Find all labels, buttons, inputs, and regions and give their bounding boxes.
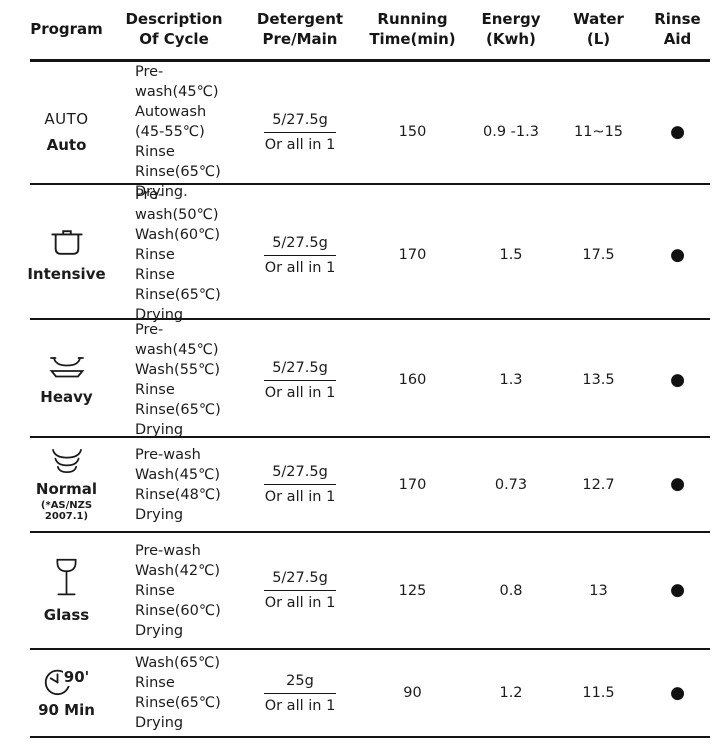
col-header-running-time: Running Time(min) [369,9,456,48]
program-standard-note: (*AS/NZS 2007.1) [40,500,93,522]
running-time-value: 125 [398,582,427,599]
rinse-aid-dot: ● [670,474,685,494]
program-label: 90 Min [38,701,95,719]
program-label: Normal [35,480,98,498]
table-header-row: Program Description Of Cycle Detergent P… [30,0,710,62]
table-row-heavy: Heavy Pre-wash(45℃) Wash(55℃) Rinse Rins… [30,320,710,438]
energy-value: 1.5 [499,247,523,263]
table-row-intensive: Intensive Pre-wash(50℃) Wash(60℃) Rinse … [27,185,710,323]
detergent-fraction: 5/27.5g Or all in 1 [264,360,336,401]
water-value: 12.7 [582,476,615,493]
detergent-amount: 5/27.5g [264,464,336,485]
detergent-cell: 5/27.5g Or all in 1 [245,185,355,325]
detergent-fraction: 5/27.5g Or all in 1 [264,112,336,153]
detergent-fraction: 5/27.5g Or all in 1 [264,570,336,611]
running-time-value: 160 [398,372,427,388]
detergent-alternative: Or all in 1 [264,489,336,505]
rinse-aid-cell: ● [645,533,710,648]
detergent-alternative: Or all in 1 [264,136,336,153]
rinse-aid-cell: ● [645,320,710,440]
rinse-aid-cell: ● [645,650,710,736]
timer-icon-group: 90' [43,667,91,696]
cycle-description: Pre-wash(45℃) Autowash (45-55℃) Rinse Ri… [135,64,221,200]
program-label: Auto [46,136,87,154]
energy-value: 0.9 -1.3 [483,124,539,140]
cycle-description: Pre-wash Wash(42℃) Rinse Rinse(60℃) Dryi… [135,542,221,639]
cycle-description: Wash(65℃) Rinse Rinse(65℃) Drying [135,655,221,731]
detergent-alternative: Or all in 1 [264,384,336,401]
rinse-aid-dot: ● [670,580,685,600]
table-row-90min: 90' 90 Min Wash(65℃) Rinse Rinse(65℃) Dr… [30,650,710,738]
detergent-amount: 5/27.5g [264,360,336,381]
rinse-aid-dot: ● [670,682,685,703]
detergent-cell: 25g Or all in 1 [245,650,355,736]
col-header-water: Water (L) [573,9,624,48]
detergent-cell: 5/27.5g Or all in 1 [245,320,355,440]
detergent-amount: 5/27.5g [264,235,336,256]
cycle-description: Pre-wash(50℃) Wash(60℃) Rinse Rinse Rins… [135,187,221,323]
running-time-value: 150 [398,124,427,140]
table-row-glass: Glass Pre-wash Wash(42℃) Rinse Rinse(60℃… [30,533,710,650]
program-label: Glass [43,606,90,624]
col-header-rinse-aid: Rinse Aid [654,9,701,48]
col-header-detergent: Detergent Pre/Main [256,9,344,48]
energy-value: 1.3 [499,372,523,388]
water-value: 13.5 [582,372,615,388]
program-cell: AUTO Auto [30,62,103,202]
energy-value: 0.8 [499,582,523,599]
water-value: 13 [589,582,608,599]
rinse-aid-cell: ● [645,438,710,531]
rinse-aid-cell: ● [645,185,710,325]
detergent-amount: 25g [264,673,336,694]
detergent-amount: 5/27.5g [264,112,336,133]
program-cell: Heavy [30,320,103,440]
detergent-cell: 5/27.5g Or all in 1 [245,62,355,202]
program-cell: Normal (*AS/NZS 2007.1) [30,438,103,531]
energy-value: 1.2 [499,685,523,701]
detergent-alternative: Or all in 1 [264,259,336,276]
program-table: Program Description Of Cycle Detergent P… [27,0,710,738]
program-label: Intensive [27,264,106,283]
running-time-value: 170 [398,476,427,493]
table-row-normal: Normal (*AS/NZS 2007.1) Pre-wash Wash(45… [30,438,710,533]
running-time-value: 90 [403,685,422,701]
col-header-energy: Energy (Kwh) [481,9,541,48]
rinse-aid-cell: ● [645,62,710,202]
program-label: Heavy [40,388,93,406]
detergent-fraction: 25g Or all in 1 [264,673,336,714]
program-cell: 90' 90 Min [30,650,103,736]
detergent-cell: 5/27.5g Or all in 1 [245,438,355,531]
detergent-fraction: 5/27.5g Or all in 1 [264,235,336,276]
col-header-description: Description Of Cycle [125,9,223,48]
energy-value: 0.73 [494,476,528,493]
stacked-dishes-icon [51,449,82,473]
timer-minutes-text: 90' [62,668,91,686]
detergent-amount: 5/27.5g [264,570,336,591]
water-value: 17.5 [582,247,615,263]
water-value: 11.5 [582,685,615,701]
rinse-aid-dot: ● [670,244,685,265]
running-time-value: 170 [398,247,427,263]
table-row-auto: AUTO Auto Pre-wash(45℃) Autowash (45-55℃… [30,62,710,200]
detergent-fraction: 5/27.5g Or all in 1 [264,464,336,505]
program-cell: Glass [30,533,103,648]
detergent-alternative: Or all in 1 [264,697,336,714]
heavy-dish-icon [49,357,84,378]
wine-glass-icon [56,558,77,596]
detergent-alternative: Or all in 1 [264,595,336,611]
rinse-aid-dot: ● [670,121,685,142]
program-auto-text: AUTO [44,110,89,128]
col-header-program: Program [30,19,103,38]
cycle-description: Pre-wash Wash(45℃) Rinse(48℃) Drying [135,446,221,523]
cycle-description: Pre-wash(45℃) Wash(55℃) Rinse Rinse(65℃)… [135,322,221,438]
rinse-aid-dot: ● [670,369,685,390]
pot-icon [50,229,83,255]
water-value: 11~15 [573,124,624,140]
program-cell: Intensive [27,185,106,325]
detergent-cell: 5/27.5g Or all in 1 [245,533,355,648]
